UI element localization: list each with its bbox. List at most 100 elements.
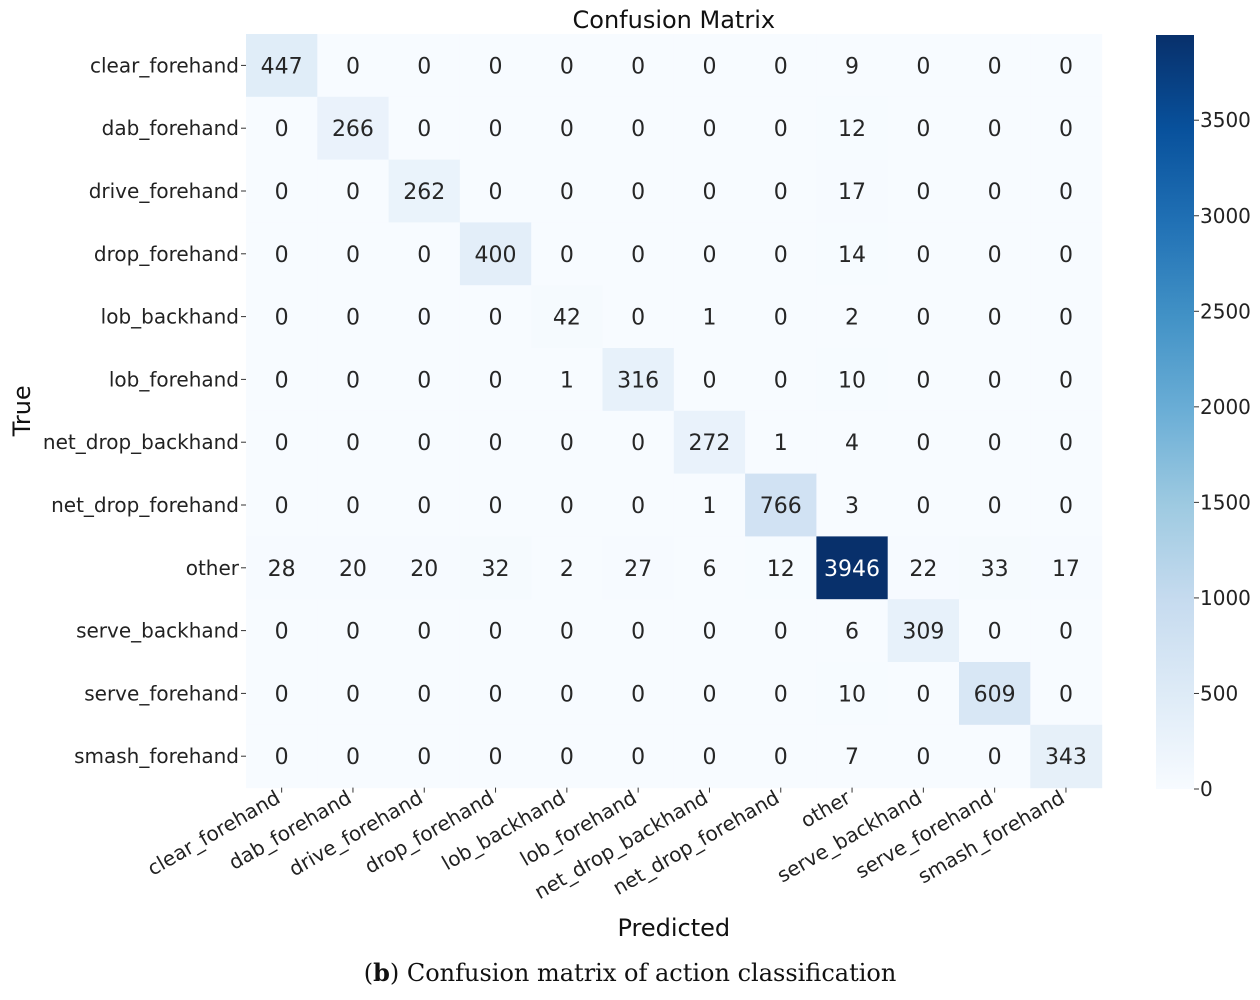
matrix-cell-10-11 — [1030, 662, 1103, 726]
matrix-cell-0-6 — [673, 34, 746, 98]
matrix-cell-8-3 — [459, 536, 532, 600]
matrix-cell-9-1 — [317, 599, 390, 663]
cell-value-5-8: 10 — [838, 368, 866, 393]
matrix-cell-2-6 — [673, 159, 746, 223]
matrix-cell-4-11 — [1030, 285, 1103, 349]
matrix-cell-10-0 — [246, 662, 318, 726]
matrix-cell-10-5 — [602, 662, 675, 726]
cell-value-1-6: 0 — [702, 117, 716, 142]
cell-value-7-5: 0 — [631, 494, 645, 519]
matrix-cell-6-3 — [459, 410, 532, 475]
matrix-cell-5-7 — [745, 348, 817, 412]
cell-value-4-11: 0 — [1059, 306, 1073, 331]
cell-value-5-10: 0 — [988, 368, 1002, 393]
cell-value-3-0: 0 — [275, 243, 289, 268]
matrix-cell-0-2 — [388, 34, 461, 98]
cell-value-0-9: 0 — [916, 54, 930, 79]
cell-value-4-7: 0 — [774, 306, 788, 331]
cell-value-10-3: 0 — [489, 682, 503, 707]
cell-value-5-11: 0 — [1059, 368, 1073, 393]
cell-value-1-8: 12 — [838, 117, 866, 142]
matrix-cell-1-7 — [745, 96, 817, 161]
matrix-cell-7-10 — [959, 473, 1031, 537]
matrix-cell-8-7 — [745, 536, 817, 600]
matrix-cell-4-1 — [317, 285, 390, 349]
cell-value-5-6: 0 — [702, 368, 716, 393]
matrix-cell-1-9 — [887, 96, 960, 161]
cell-value-3-1: 0 — [346, 243, 360, 268]
cell-value-1-11: 0 — [1059, 117, 1073, 142]
matrix-cell-10-8 — [816, 662, 889, 726]
cell-value-8-0: 28 — [268, 557, 296, 582]
cell-value-8-5: 27 — [624, 557, 652, 582]
matrix-cell-1-2 — [388, 96, 461, 161]
cell-value-4-3: 0 — [489, 306, 503, 331]
cell-value-5-2: 0 — [417, 368, 431, 393]
x-axis-label: Predicted — [617, 914, 730, 942]
matrix-cell-3-2 — [388, 222, 461, 286]
cell-value-2-11: 0 — [1059, 180, 1073, 205]
cell-value-4-2: 0 — [417, 306, 431, 331]
matrix-cell-7-6 — [673, 473, 746, 537]
cell-value-8-4: 2 — [560, 557, 574, 582]
matrix-cell-8-8 — [816, 536, 889, 600]
cell-value-0-10: 0 — [988, 54, 1002, 79]
matrix-cell-3-8 — [816, 222, 889, 286]
cell-value-4-0: 0 — [275, 306, 289, 331]
chart-title: Confusion Matrix — [573, 6, 776, 34]
matrix-cell-4-0 — [246, 285, 318, 349]
cell-value-0-5: 0 — [631, 54, 645, 79]
cell-value-2-1: 0 — [346, 180, 360, 205]
cell-value-11-6: 0 — [702, 745, 716, 770]
matrix-cell-2-10 — [959, 159, 1031, 223]
cell-value-10-8: 10 — [838, 682, 866, 707]
cell-value-3-5: 0 — [631, 243, 645, 268]
cell-value-5-1: 0 — [346, 368, 360, 393]
cell-value-8-1: 20 — [339, 557, 367, 582]
matrix-cell-0-5 — [602, 34, 675, 98]
cell-value-8-9: 22 — [909, 557, 937, 582]
matrix-cell-3-1 — [317, 222, 390, 286]
colorbar-tick-label-3500: 3500 — [1200, 108, 1251, 132]
y-tick-label-3: drop_forehand — [94, 242, 239, 266]
matrix-cell-1-3 — [459, 96, 532, 161]
matrix-cell-5-10 — [959, 348, 1031, 412]
cell-value-10-9: 0 — [916, 682, 930, 707]
matrix-cell-11-7 — [745, 724, 817, 789]
cell-value-1-4: 0 — [560, 117, 574, 142]
cell-value-1-7: 0 — [774, 117, 788, 142]
matrix-cell-6-10 — [959, 410, 1031, 475]
cell-value-5-0: 0 — [275, 368, 289, 393]
colorbar-tick-label-3000: 3000 — [1200, 204, 1251, 228]
cell-value-6-11: 0 — [1059, 431, 1073, 456]
y-tick-label-7: net_drop_forehand — [51, 493, 239, 517]
cell-value-10-11: 0 — [1059, 682, 1073, 707]
matrix-cell-3-5 — [602, 222, 675, 286]
cell-value-6-0: 0 — [275, 431, 289, 456]
cell-value-6-9: 0 — [916, 431, 930, 456]
caption-label: b — [373, 958, 390, 987]
cell-value-2-10: 0 — [988, 180, 1002, 205]
cell-value-3-7: 0 — [774, 243, 788, 268]
matrix-cell-7-3 — [459, 473, 532, 537]
matrix-cell-7-9 — [887, 473, 960, 537]
cell-value-1-1: 266 — [332, 117, 374, 142]
cell-value-0-1: 0 — [346, 54, 360, 79]
cell-value-9-2: 0 — [417, 620, 431, 645]
cell-value-6-1: 0 — [346, 431, 360, 456]
cell-value-0-4: 0 — [560, 54, 574, 79]
matrix-cell-11-1 — [317, 724, 390, 789]
cell-value-4-1: 0 — [346, 306, 360, 331]
cell-value-10-4: 0 — [560, 682, 574, 707]
cell-value-11-0: 0 — [275, 745, 289, 770]
matrix-cell-0-7 — [745, 34, 817, 98]
matrix-cell-9-6 — [673, 599, 746, 663]
cell-value-8-10: 33 — [981, 557, 1009, 582]
matrix-cell-3-4 — [531, 222, 604, 286]
confusion-matrix-chart: Confusion Matrix 447 0 0 0 0 0 0 0 9 0 0 0 0 266 0 0 0 0 0 0… — [8, 6, 1251, 942]
matrix-cell-0-11 — [1030, 34, 1103, 98]
matrix-cell-1-0 — [246, 96, 318, 161]
cell-value-7-3: 0 — [489, 494, 503, 519]
matrix-cell-11-8 — [816, 724, 889, 789]
cell-value-7-0: 0 — [275, 494, 289, 519]
